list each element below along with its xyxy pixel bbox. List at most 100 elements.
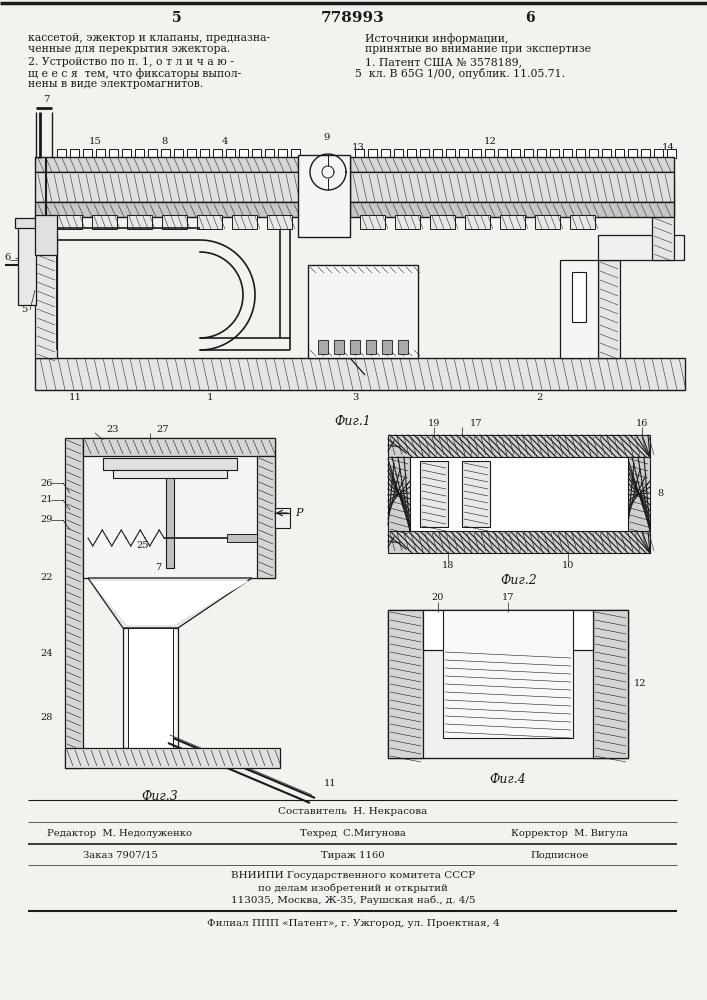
Bar: [563, 149, 572, 158]
Text: 27: 27: [157, 426, 169, 434]
Bar: [602, 149, 611, 158]
Bar: [197, 215, 222, 229]
Polygon shape: [91, 581, 249, 625]
Bar: [498, 149, 507, 158]
Bar: [96, 149, 105, 158]
Bar: [239, 149, 248, 158]
Text: нены в виде электромагнитов.: нены в виде электромагнитов.: [28, 79, 203, 89]
Text: Тираж 1160: Тираж 1160: [321, 850, 385, 859]
Text: принятые во внимание при экспертизе: принятые во внимание при экспертизе: [365, 44, 591, 54]
Text: 2: 2: [537, 393, 543, 402]
Text: 15: 15: [88, 137, 101, 146]
Bar: [593, 610, 628, 758]
Bar: [291, 149, 300, 158]
Bar: [18, 225, 36, 305]
Bar: [407, 149, 416, 158]
Text: Редактор  М. Недолуженко: Редактор М. Недолуженко: [47, 830, 192, 838]
Text: по делам изобретений и открытий: по делам изобретений и открытий: [258, 883, 448, 893]
Text: 9: 9: [324, 133, 330, 142]
Text: 20: 20: [432, 593, 444, 602]
Bar: [570, 215, 595, 229]
Bar: [350, 202, 674, 217]
Bar: [430, 215, 455, 229]
Bar: [511, 149, 520, 158]
Bar: [57, 149, 66, 158]
Text: 7: 7: [155, 564, 161, 572]
Bar: [35, 157, 335, 172]
Bar: [162, 215, 187, 229]
Bar: [213, 149, 222, 158]
Bar: [275, 508, 290, 528]
Bar: [560, 260, 598, 358]
Bar: [35, 358, 685, 390]
Text: 12: 12: [484, 137, 496, 146]
Text: 10: 10: [562, 560, 574, 570]
Text: 17: 17: [502, 593, 514, 602]
Bar: [572, 272, 586, 322]
Text: 25: 25: [137, 542, 149, 550]
Bar: [423, 610, 593, 650]
Text: 113035, Москва, Ж-35, Раушская наб., д. 4/5: 113035, Москва, Ж-35, Раушская наб., д. …: [230, 895, 475, 905]
Text: 6: 6: [525, 11, 534, 25]
Text: 19: 19: [428, 418, 440, 428]
Bar: [366, 340, 376, 354]
Bar: [485, 149, 494, 158]
Text: Филиал ППП «Патент», г. Ужгород, ул. Проектная, 4: Филиал ППП «Патент», г. Ужгород, ул. Про…: [206, 920, 499, 928]
Bar: [459, 149, 468, 158]
Text: кассетой, эжектор и клапаны, предназна-: кассетой, эжектор и клапаны, предназна-: [28, 33, 270, 43]
Bar: [398, 340, 408, 354]
Bar: [350, 157, 674, 172]
Bar: [360, 215, 385, 229]
Text: 1. Патент США № 3578189,: 1. Патент США № 3578189,: [365, 57, 522, 67]
Bar: [410, 457, 628, 531]
Bar: [103, 458, 237, 470]
Text: 18: 18: [442, 560, 454, 570]
Bar: [226, 149, 235, 158]
Bar: [200, 149, 209, 158]
Bar: [535, 215, 560, 229]
Text: Фиг.4: Фиг.4: [490, 773, 527, 786]
Bar: [537, 149, 546, 158]
Bar: [654, 149, 663, 158]
Bar: [388, 531, 650, 553]
Text: Источники информации,: Источники информации,: [365, 33, 508, 44]
Bar: [187, 149, 196, 158]
Bar: [652, 180, 674, 260]
Bar: [350, 172, 674, 202]
Bar: [161, 149, 170, 158]
Text: 778993: 778993: [321, 11, 385, 25]
Bar: [443, 610, 573, 738]
Bar: [83, 438, 275, 456]
Text: 16: 16: [636, 418, 648, 428]
Bar: [257, 456, 275, 578]
Text: 3: 3: [352, 393, 358, 402]
Bar: [57, 215, 82, 229]
Bar: [166, 461, 174, 568]
Bar: [420, 149, 429, 158]
Bar: [334, 340, 344, 354]
Text: 5  кл. B 65G 1/00, опублик. 11.05.71.: 5 кл. B 65G 1/00, опублик. 11.05.71.: [355, 68, 565, 79]
Text: 8: 8: [657, 489, 663, 498]
Bar: [70, 149, 79, 158]
Text: 13: 13: [351, 142, 364, 151]
Bar: [589, 149, 598, 158]
Bar: [446, 149, 455, 158]
Bar: [388, 610, 423, 758]
Text: 21: 21: [41, 495, 53, 504]
Bar: [174, 149, 183, 158]
Bar: [35, 202, 335, 217]
Bar: [350, 340, 360, 354]
Bar: [667, 149, 676, 158]
Polygon shape: [88, 578, 252, 628]
Bar: [420, 461, 448, 527]
Bar: [598, 260, 620, 358]
Bar: [83, 438, 275, 578]
Text: 29: 29: [41, 516, 53, 524]
Bar: [227, 534, 257, 542]
Bar: [265, 149, 274, 158]
Bar: [148, 149, 157, 158]
Text: 26: 26: [41, 479, 53, 488]
Text: Корректор  М. Вигула: Корректор М. Вигула: [511, 830, 629, 838]
Text: 5: 5: [173, 11, 182, 25]
Bar: [278, 149, 287, 158]
